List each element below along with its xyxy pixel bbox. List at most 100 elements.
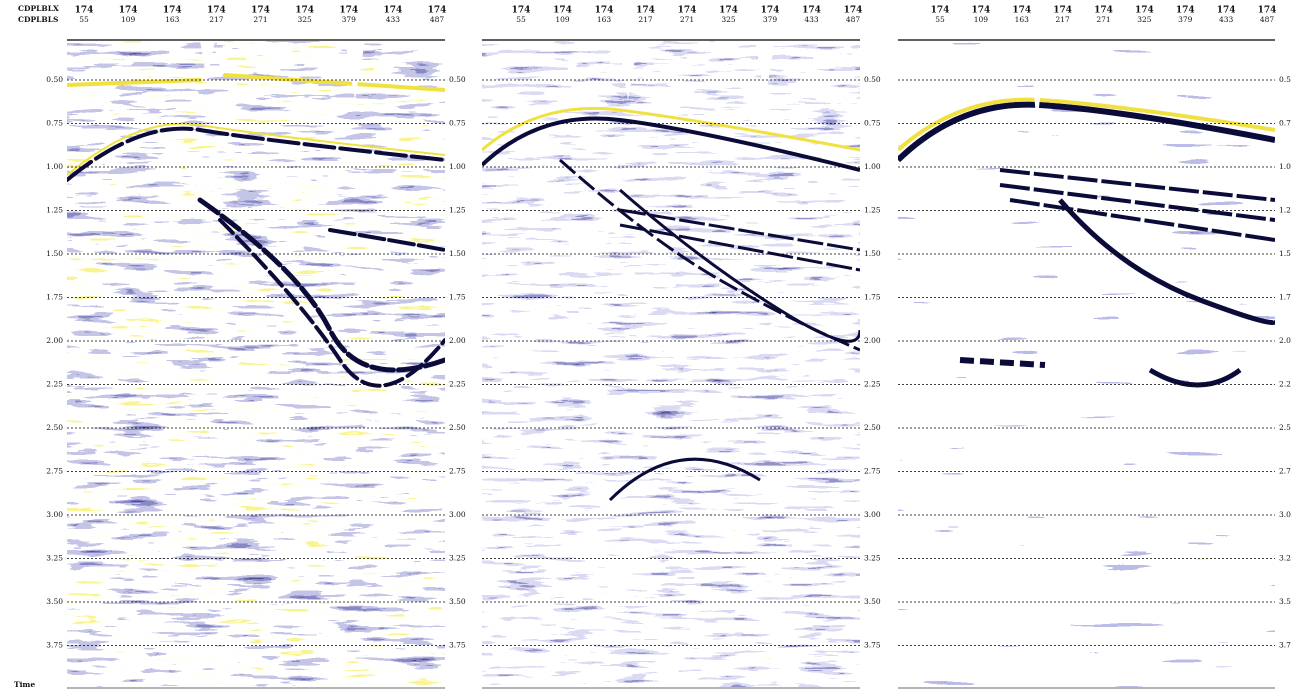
- crossline-label: 217: [209, 15, 224, 24]
- crossline-label: 109: [555, 15, 570, 24]
- inline-label: 174: [971, 6, 990, 16]
- time-tick-label: 1.00: [864, 162, 881, 171]
- time-tick-label: 1.5: [1279, 249, 1291, 258]
- time-tick-label: 1.25: [449, 206, 466, 215]
- time-tick-label: 2.00: [864, 336, 881, 345]
- crossline-label: 379: [342, 15, 357, 24]
- time-tick-label: 1.25: [46, 206, 63, 215]
- inline-label: 174: [383, 6, 402, 16]
- time-tick-label: 2.75: [46, 467, 63, 476]
- inline-label: 174: [512, 6, 531, 16]
- crossline-label: 55: [79, 15, 89, 24]
- time-tick-label: 3.00: [864, 510, 881, 519]
- inline-label: 174: [163, 6, 182, 16]
- time-tick-label: 0.75: [46, 119, 63, 128]
- panel-2-image: [482, 41, 860, 687]
- time-tick-label: 1.0: [1279, 162, 1291, 171]
- crossline-label: 433: [386, 15, 401, 24]
- time-tick-label: 1.25: [864, 206, 881, 215]
- time-tick-label: 3.5: [1279, 597, 1291, 606]
- crossline-label: 163: [1015, 15, 1030, 24]
- crossline-label: 163: [165, 15, 180, 24]
- time-tick-label: 0.5: [1279, 75, 1291, 84]
- time-tick-label: 1.2: [1279, 206, 1291, 215]
- header-row1: CDPLBLX: [18, 4, 59, 13]
- crossline-label: 487: [1260, 15, 1275, 24]
- time-tick-label: 3.25: [46, 554, 63, 563]
- inline-label: 174: [931, 6, 950, 16]
- time-tick-label: 2.50: [864, 423, 881, 432]
- time-tick-label: 2.25: [449, 380, 466, 389]
- inline-label: 174: [339, 6, 358, 16]
- crossline-label: 487: [430, 15, 445, 24]
- inline-label: 174: [1135, 6, 1154, 16]
- seismic-page: CDPLBLX CDPLBLS Time 1741741741741741741…: [0, 0, 1293, 691]
- crossline-label: 379: [1178, 15, 1193, 24]
- time-tick-label: 1.50: [46, 249, 63, 258]
- inline-label: 174: [719, 6, 738, 16]
- inline-label: 174: [1012, 6, 1031, 16]
- inline-label: 174: [295, 6, 314, 16]
- time-tick-label: 3.7: [1279, 641, 1291, 650]
- inline-label: 174: [1258, 6, 1277, 16]
- time-tick-label: 3.00: [46, 510, 63, 519]
- time-tick-label: 0.50: [46, 75, 63, 84]
- time-tick-label: 2.25: [864, 380, 881, 389]
- inline-label: 174: [553, 6, 572, 16]
- time-label: Time: [14, 680, 35, 689]
- crossline-label: 325: [1137, 15, 1152, 24]
- crossline-label: 163: [597, 15, 612, 24]
- panel-1-image: [67, 41, 445, 687]
- inline-label: 174: [595, 6, 614, 16]
- crossline-label: 379: [763, 15, 778, 24]
- time-tick-label: 0.7: [1279, 119, 1291, 128]
- inline-label: 174: [251, 6, 270, 16]
- header-row2: CDPLBLS: [18, 15, 58, 24]
- crossline-label: 433: [1219, 15, 1234, 24]
- time-tick-label: 3.25: [449, 554, 466, 563]
- inline-label: 174: [802, 6, 821, 16]
- time-tick-label: 1.00: [449, 162, 466, 171]
- time-tick-label: 3.75: [449, 641, 466, 650]
- crossline-label: 217: [638, 15, 653, 24]
- time-tick-label: 2.00: [46, 336, 63, 345]
- crossline-label: 109: [121, 15, 136, 24]
- time-tick-label: 1.75: [864, 293, 881, 302]
- inline-label: 174: [75, 6, 94, 16]
- time-tick-label: 3.50: [449, 597, 466, 606]
- inline-label: 174: [844, 6, 863, 16]
- inline-label: 174: [1176, 6, 1195, 16]
- time-tick-label: 0.50: [449, 75, 466, 84]
- crossline-label: 55: [516, 15, 526, 24]
- time-tick-label: 1.75: [46, 293, 63, 302]
- crossline-label: 433: [804, 15, 819, 24]
- time-tick-label: 1.00: [46, 162, 63, 171]
- time-tick-label: 2.00: [449, 336, 466, 345]
- inline-label: 174: [119, 6, 138, 16]
- time-tick-label: 2.25: [46, 380, 63, 389]
- time-tick-label: 3.00: [449, 510, 466, 519]
- time-tick-label: 1.7: [1279, 293, 1291, 302]
- time-tick-label: 3.50: [864, 597, 881, 606]
- crossline-label: 325: [297, 15, 312, 24]
- time-tick-label: 0.75: [449, 119, 466, 128]
- panel-3-image: [898, 41, 1275, 687]
- time-tick-label: 1.75: [449, 293, 466, 302]
- time-tick-label: 1.50: [864, 249, 881, 258]
- time-tick-label: 2.7: [1279, 467, 1291, 476]
- time-tick-label: 2.50: [449, 423, 466, 432]
- crossline-label: 109: [974, 15, 989, 24]
- crossline-label: 217: [1055, 15, 1070, 24]
- time-tick-label: 0.50: [864, 75, 881, 84]
- time-tick-label: 3.25: [864, 554, 881, 563]
- inline-label: 174: [207, 6, 226, 16]
- inline-label: 174: [1053, 6, 1072, 16]
- time-tick-label: 3.75: [46, 641, 63, 650]
- time-tick-label: 1.50: [449, 249, 466, 258]
- inline-label: 174: [678, 6, 697, 16]
- time-tick-label: 2.2: [1279, 380, 1291, 389]
- inline-label: 174: [1094, 6, 1113, 16]
- time-tick-label: 3.0: [1279, 510, 1291, 519]
- time-tick-label: 3.75: [864, 641, 881, 650]
- time-tick-label: 2.0: [1279, 336, 1291, 345]
